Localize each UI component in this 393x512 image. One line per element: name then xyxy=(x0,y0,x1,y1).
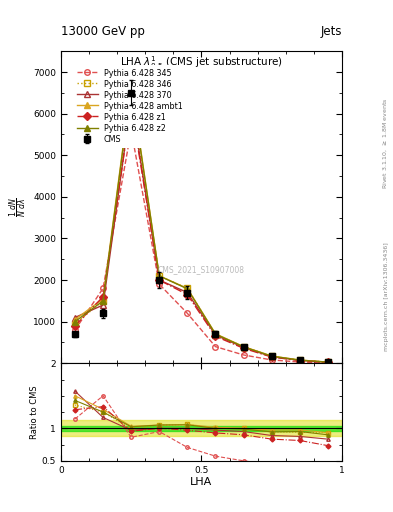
Pythia 6.428 370 xyxy=(73,314,77,321)
Pythia 6.428 370 xyxy=(129,98,134,104)
Pythia 6.428 345 xyxy=(101,285,105,291)
Line: Pythia 6.428 z2: Pythia 6.428 z2 xyxy=(72,84,331,365)
Pythia 6.428 346 xyxy=(298,357,302,363)
Pythia 6.428 ambt1 xyxy=(185,285,190,291)
Pythia 6.428 z1 xyxy=(157,277,162,283)
Pythia 6.428 z2 xyxy=(269,353,274,359)
Pythia 6.428 370 xyxy=(325,359,330,365)
Line: Pythia 6.428 345: Pythia 6.428 345 xyxy=(72,127,331,366)
Pythia 6.428 ambt1 xyxy=(241,344,246,350)
Text: LHA $\lambda^{1}_{0.5}$ (CMS jet substructure): LHA $\lambda^{1}_{0.5}$ (CMS jet substru… xyxy=(120,54,283,71)
Pythia 6.428 z2 xyxy=(298,357,302,363)
Pythia 6.428 346 xyxy=(129,94,134,100)
Pythia 6.428 z2 xyxy=(213,331,218,337)
Pythia 6.428 346 xyxy=(101,298,105,304)
Pythia 6.428 z2 xyxy=(101,298,105,304)
Legend: Pythia 6.428 345, Pythia 6.428 346, Pythia 6.428 370, Pythia 6.428 ambt1, Pythia: Pythia 6.428 345, Pythia 6.428 346, Pyth… xyxy=(73,65,187,148)
Pythia 6.428 345 xyxy=(73,327,77,333)
Pythia 6.428 ambt1 xyxy=(269,353,274,359)
Text: mcplots.cern.ch [arXiv:1306.3436]: mcplots.cern.ch [arXiv:1306.3436] xyxy=(384,243,389,351)
Pythia 6.428 ambt1 xyxy=(129,81,134,88)
Pythia 6.428 ambt1 xyxy=(157,273,162,279)
Pythia 6.428 345 xyxy=(298,359,302,365)
Pythia 6.428 370 xyxy=(157,277,162,283)
Pythia 6.428 346 xyxy=(157,273,162,279)
Pythia 6.428 346 xyxy=(241,344,246,350)
Pythia 6.428 370 xyxy=(241,345,246,351)
Line: Pythia 6.428 ambt1: Pythia 6.428 ambt1 xyxy=(72,82,331,365)
Pythia 6.428 346 xyxy=(213,331,218,337)
Pythia 6.428 345 xyxy=(185,310,190,316)
Pythia 6.428 ambt1 xyxy=(101,296,105,302)
Line: Pythia 6.428 370: Pythia 6.428 370 xyxy=(72,98,331,365)
X-axis label: LHA: LHA xyxy=(190,477,213,487)
Y-axis label: Ratio to CMS: Ratio to CMS xyxy=(30,385,39,439)
Pythia 6.428 z1 xyxy=(213,333,218,339)
Text: 13000 GeV pp: 13000 GeV pp xyxy=(61,26,145,38)
Pythia 6.428 370 xyxy=(185,289,190,295)
Pythia 6.428 z1 xyxy=(101,293,105,300)
Pythia 6.428 z2 xyxy=(185,286,190,292)
Pythia 6.428 ambt1 xyxy=(325,359,330,365)
Pythia 6.428 346 xyxy=(325,359,330,365)
Pythia 6.428 ambt1 xyxy=(213,331,218,337)
Pythia 6.428 345 xyxy=(157,281,162,287)
Pythia 6.428 ambt1 xyxy=(298,357,302,363)
Pythia 6.428 370 xyxy=(213,332,218,338)
Pythia 6.428 z1 xyxy=(129,102,134,109)
Y-axis label: $\frac{1}{N}\frac{dN}{d\lambda}$: $\frac{1}{N}\frac{dN}{d\lambda}$ xyxy=(7,197,29,217)
Pythia 6.428 346 xyxy=(73,321,77,327)
Pythia 6.428 ambt1 xyxy=(73,316,77,323)
Pythia 6.428 346 xyxy=(185,285,190,291)
Pythia 6.428 370 xyxy=(101,302,105,308)
Line: Pythia 6.428 z1: Pythia 6.428 z1 xyxy=(72,102,331,365)
Pythia 6.428 345 xyxy=(269,357,274,363)
Text: Rivet 3.1.10, $\geq$ 1.8M events: Rivet 3.1.10, $\geq$ 1.8M events xyxy=(382,98,389,189)
Pythia 6.428 345 xyxy=(325,360,330,366)
Pythia 6.428 346 xyxy=(269,353,274,359)
Pythia 6.428 370 xyxy=(269,354,274,360)
Text: Jets: Jets xyxy=(320,26,342,38)
Pythia 6.428 z1 xyxy=(241,345,246,351)
Pythia 6.428 z1 xyxy=(269,354,274,360)
Pythia 6.428 z2 xyxy=(157,273,162,279)
Pythia 6.428 z2 xyxy=(129,83,134,90)
Pythia 6.428 345 xyxy=(241,352,246,358)
Pythia 6.428 z2 xyxy=(241,344,246,350)
Pythia 6.428 z1 xyxy=(325,359,330,366)
Text: CMS_2021_S10907008: CMS_2021_S10907008 xyxy=(158,265,245,274)
Pythia 6.428 z2 xyxy=(325,359,330,365)
Pythia 6.428 345 xyxy=(129,127,134,133)
Pythia 6.428 z1 xyxy=(73,323,77,329)
Pythia 6.428 z1 xyxy=(185,291,190,297)
Pythia 6.428 370 xyxy=(298,357,302,364)
Pythia 6.428 z2 xyxy=(73,318,77,325)
Pythia 6.428 z1 xyxy=(298,357,302,364)
Pythia 6.428 345 xyxy=(213,344,218,350)
Line: Pythia 6.428 346: Pythia 6.428 346 xyxy=(72,94,331,365)
